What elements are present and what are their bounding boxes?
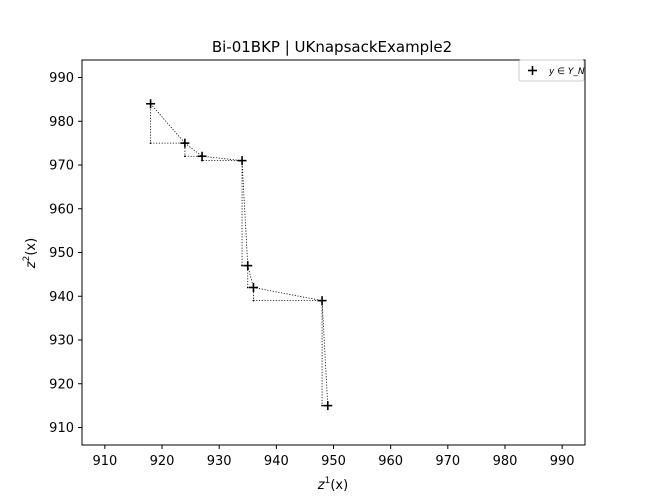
chord-line	[241, 160, 249, 266]
legend: y ∈ Y_N	[518, 59, 585, 82]
y-axis: 910 920 930 940 950 960 970 980 990	[49, 71, 82, 436]
chord-line	[184, 142, 203, 157]
plot-area	[146, 99, 333, 411]
legend-box	[518, 59, 585, 82]
nadir-point	[246, 286, 249, 289]
y-tick-label: 920	[49, 377, 74, 392]
y-tick-label: 940	[49, 290, 74, 305]
legend-marker-plus-icon	[528, 66, 537, 75]
data-point-plus-icon	[180, 138, 190, 148]
nadir-point	[252, 299, 255, 302]
chord-line	[247, 265, 254, 288]
y-tick-label: 970	[49, 159, 74, 174]
y-tick-label: 980	[49, 115, 74, 130]
plot-frame	[81, 59, 586, 446]
y-tick-label: 990	[49, 71, 74, 86]
staircase-line	[150, 103, 328, 407]
chart-title: Bi-01BKP | UKnapsackExample2	[212, 38, 452, 56]
chord-line	[253, 287, 323, 302]
x-axis: 910 920 930 940 950 960 970 980 990	[92, 445, 575, 469]
chord-line	[321, 300, 329, 406]
nadir-point	[183, 155, 186, 158]
nadir-point	[321, 404, 323, 407]
x-tick-label: 960	[378, 454, 403, 469]
data-point-plus-icon	[237, 156, 247, 166]
legend-label: y ∈ Y_N	[548, 67, 585, 77]
y-tick-label: 930	[49, 334, 74, 349]
y-tick-label: 960	[49, 202, 74, 217]
data-point-plus-icon	[243, 261, 253, 271]
nadir-point	[241, 264, 243, 267]
x-tick-label: 930	[207, 454, 232, 469]
nadir-point	[149, 142, 152, 145]
data-point-plus-icon	[197, 151, 207, 161]
data-point-plus-icon	[146, 99, 156, 109]
data-point-plus-icon	[248, 283, 258, 292]
x-axis-label: z1(x)	[317, 476, 348, 493]
chord-line	[150, 103, 186, 144]
y-tick-label: 910	[49, 421, 74, 436]
x-tick-label: 910	[92, 454, 117, 469]
chord-line	[201, 155, 243, 162]
x-tick-label: 990	[550, 454, 575, 469]
data-point-plus-icon	[317, 296, 327, 306]
y-axis-label: z2(x)	[22, 238, 39, 269]
data-point-plus-icon	[323, 401, 333, 411]
y-tick-label: 950	[49, 246, 74, 261]
x-tick-label: 940	[264, 454, 289, 469]
x-tick-label: 970	[435, 454, 460, 469]
x-tick-label: 980	[493, 454, 518, 469]
x-tick-label: 920	[150, 454, 175, 469]
x-tick-label: 950	[321, 454, 346, 469]
